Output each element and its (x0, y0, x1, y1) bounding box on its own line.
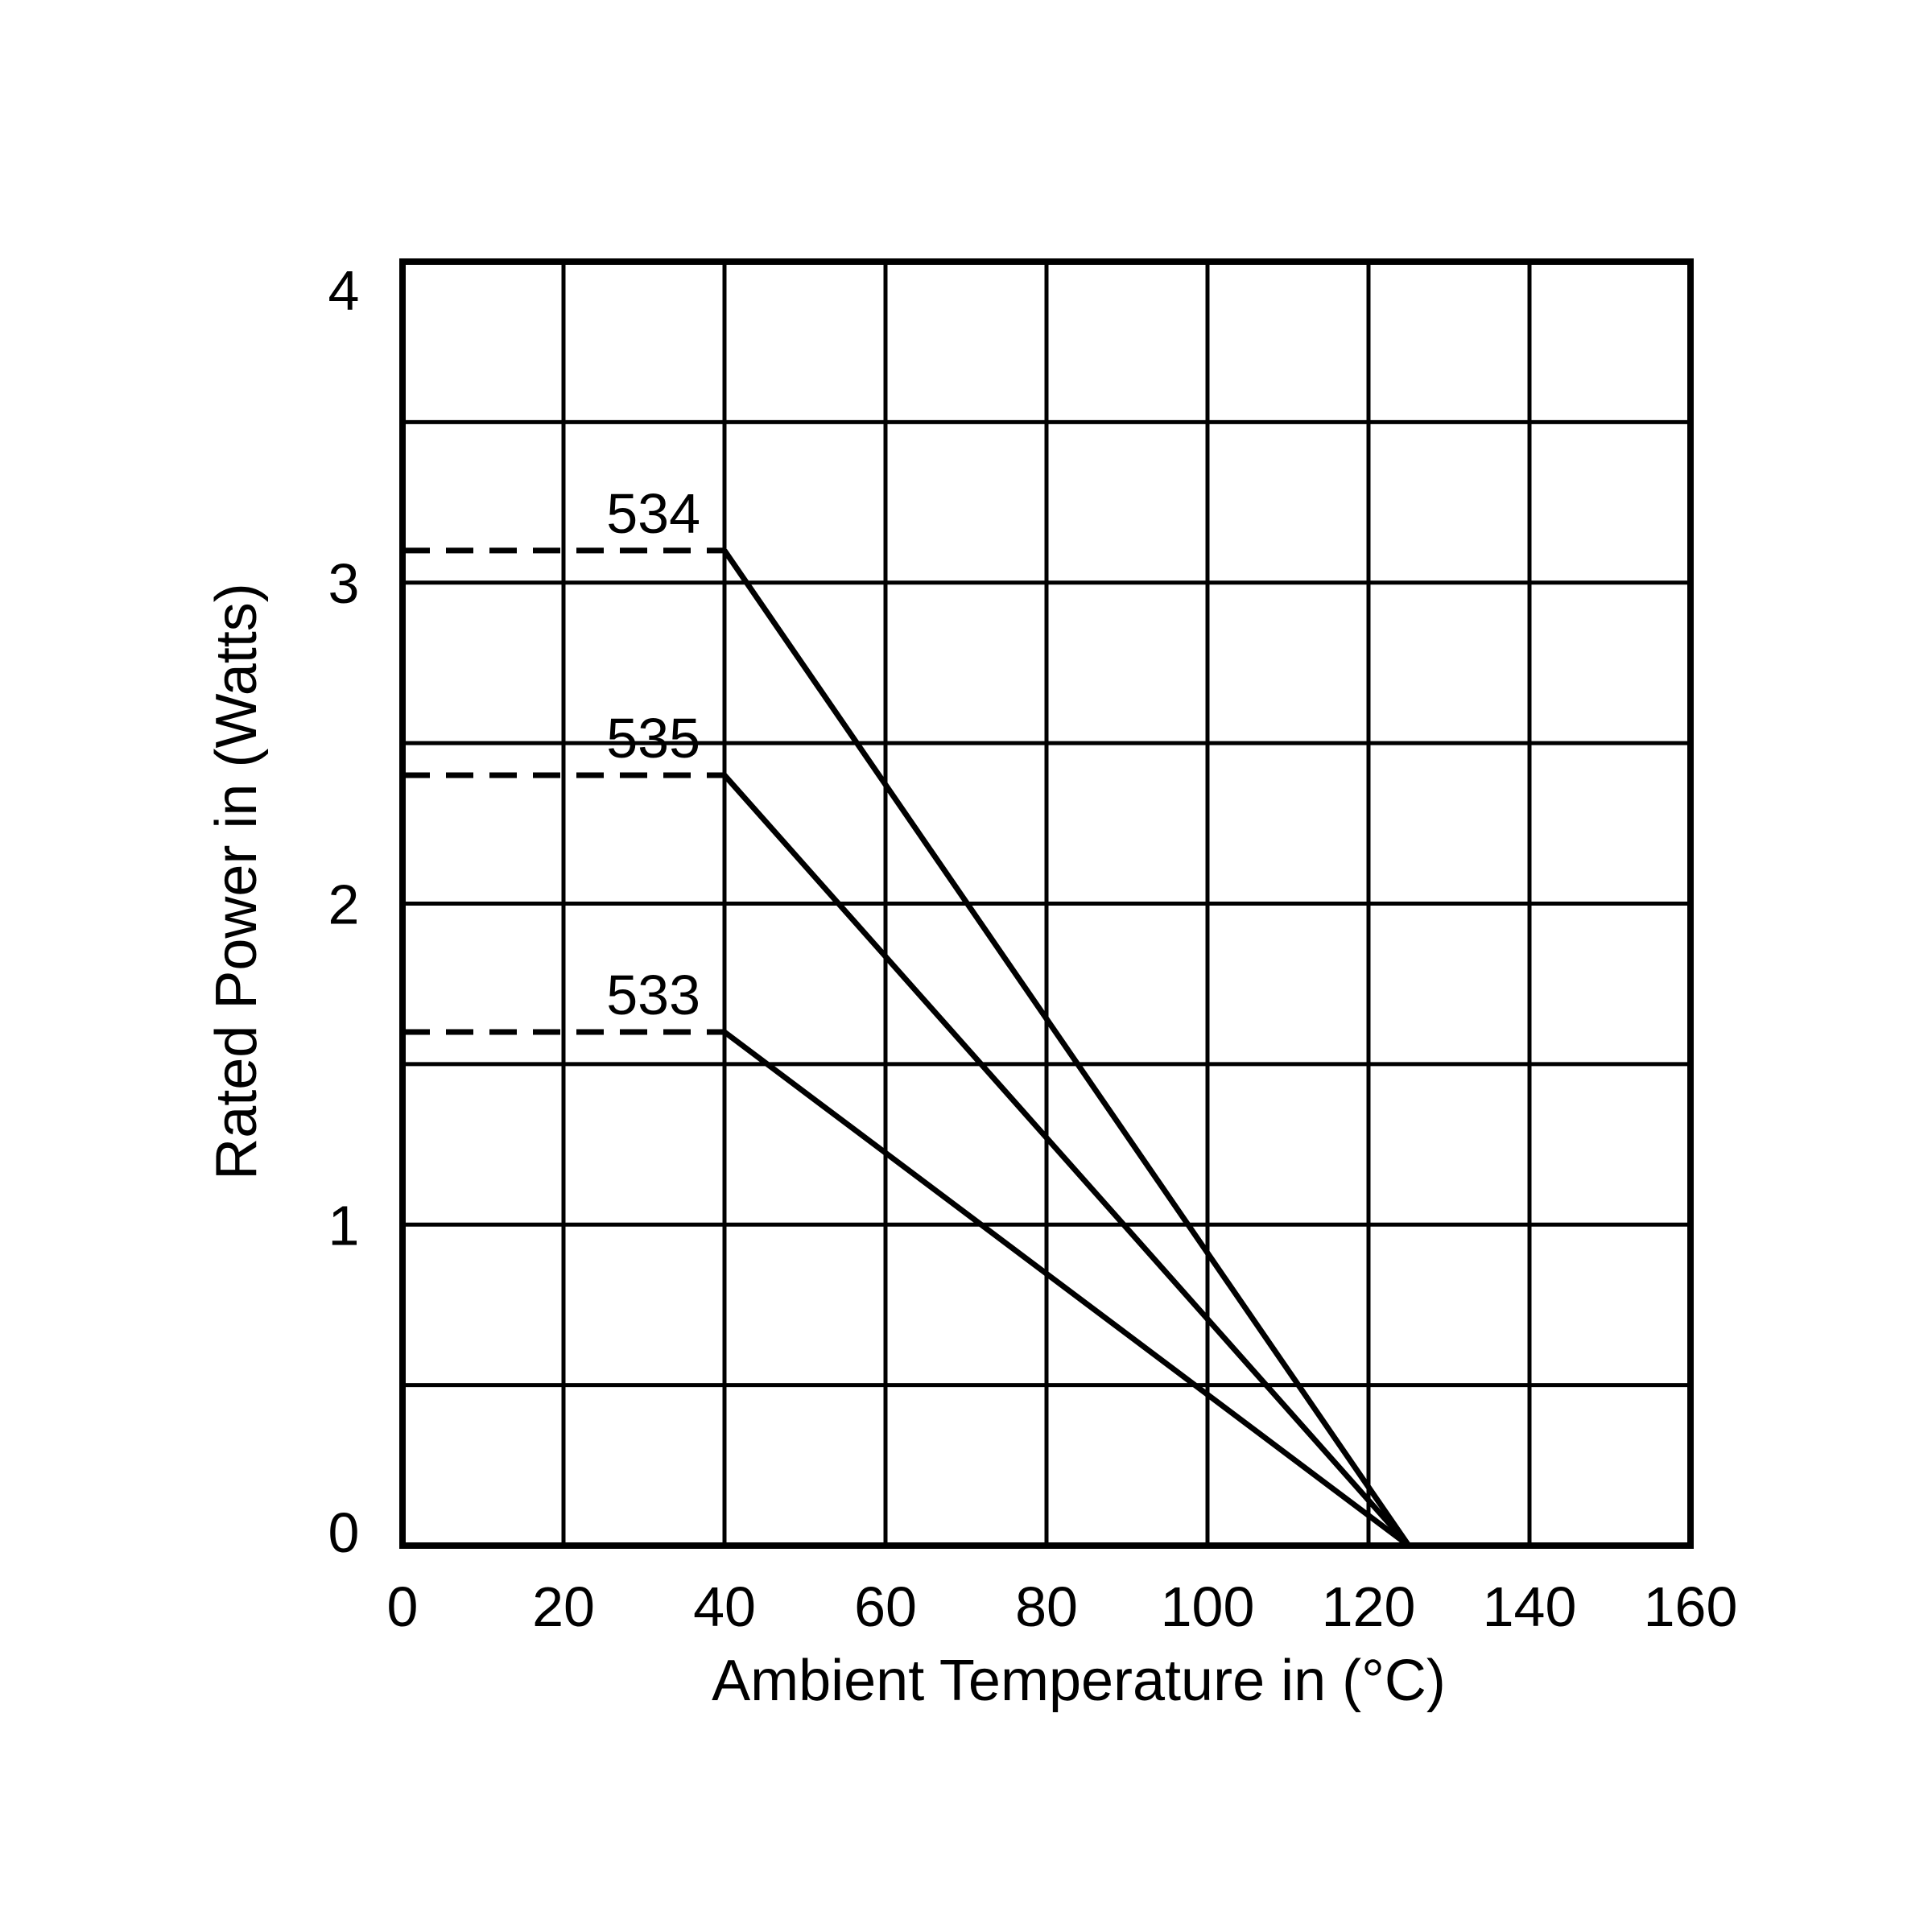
y-tick-label: 1 (328, 1194, 360, 1257)
plot-frame (399, 258, 1694, 1549)
series-534-derating-line (722, 548, 1411, 1547)
x-tick-label: 60 (854, 1575, 917, 1638)
tick-labels: 0 20 40 60 80 100 120 140 160 0 1 2 3 4 (328, 259, 1738, 1638)
x-tick-label: 80 (1015, 1575, 1078, 1638)
y-axis-title: Rated Power in (Watts) (204, 583, 269, 1180)
x-tick-label: 160 (1644, 1575, 1738, 1638)
y-tick-label: 3 (328, 552, 360, 615)
series-labels: 534 535 533 (606, 482, 700, 1026)
x-tick-label: 20 (532, 1575, 595, 1638)
series-535-derating-line (722, 773, 1411, 1548)
series-533-derating-line (722, 1030, 1411, 1548)
y-tick-label: 4 (328, 259, 360, 322)
x-tick-label: 0 (387, 1575, 419, 1638)
x-tick-label: 40 (693, 1575, 756, 1638)
y-tick-label: 0 (328, 1501, 360, 1564)
series-label-534: 534 (606, 482, 700, 545)
y-tick-label: 2 (328, 873, 360, 936)
x-tick-label: 120 (1322, 1575, 1416, 1638)
series-label-533: 533 (606, 964, 700, 1026)
x-axis-title: Ambient Temperature in (°C) (712, 1649, 1446, 1713)
series-lines (402, 547, 1411, 1548)
series-label-535: 535 (606, 707, 700, 770)
x-tick-label: 100 (1161, 1575, 1255, 1638)
x-tick-label: 140 (1483, 1575, 1577, 1638)
